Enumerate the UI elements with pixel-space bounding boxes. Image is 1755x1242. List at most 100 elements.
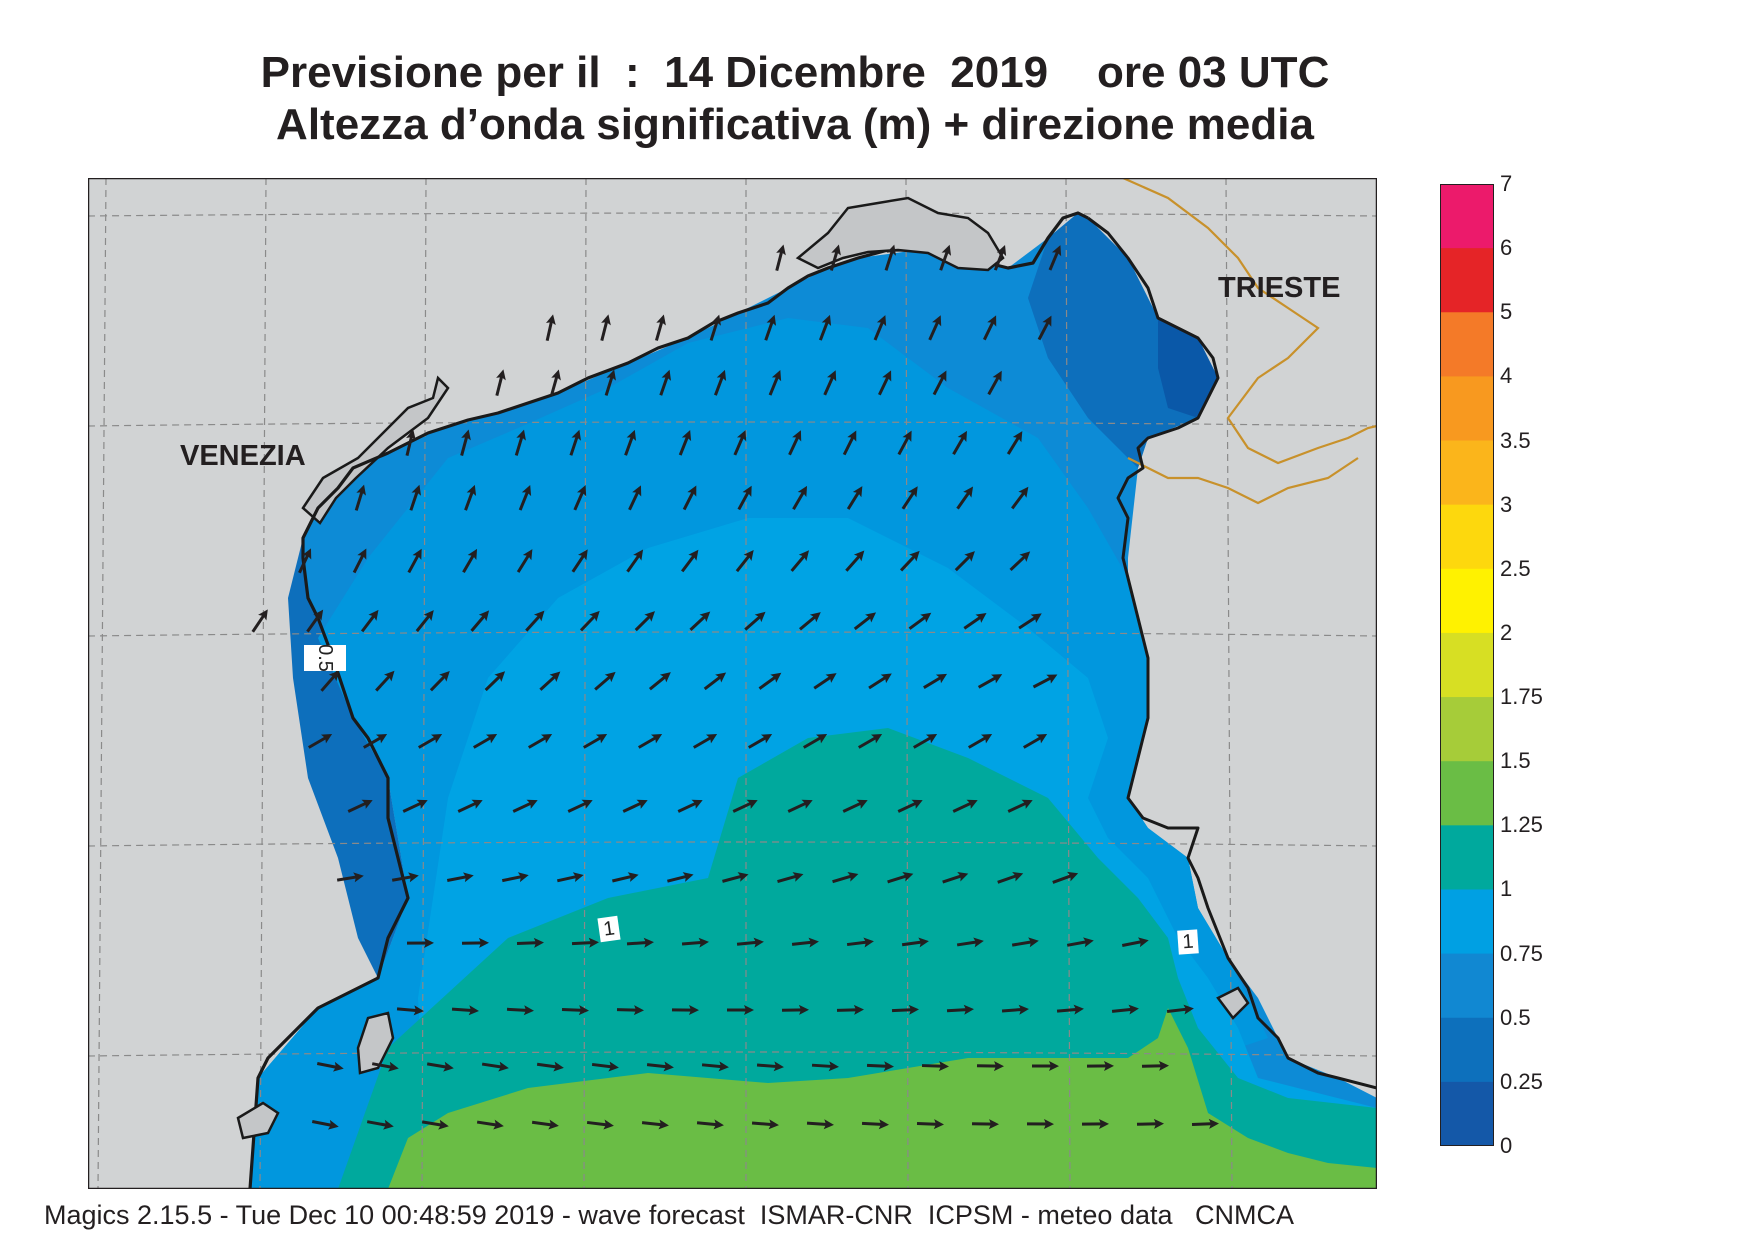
wave-arrow: [311, 1119, 339, 1130]
wave-arrow: [391, 872, 419, 883]
wave-arrow: [1037, 315, 1052, 341]
wave-arrow: [681, 937, 709, 948]
legend-swatch: [1440, 440, 1494, 506]
wave-arrow: [1056, 1004, 1084, 1015]
wave-arrow: [525, 610, 545, 632]
wave-arrow: [320, 670, 340, 692]
wave-direction-arrows: [251, 244, 1219, 1130]
wave-arrow: [516, 549, 533, 573]
wave-arrow: [884, 244, 896, 271]
contour-label-05: 0.5: [304, 644, 346, 672]
wave-arrow: [514, 429, 526, 456]
legend-tick-label: 2.5: [1500, 555, 1531, 581]
wave-arrow: [571, 937, 599, 948]
legend-tick-label: 0.25: [1500, 1068, 1543, 1094]
wave-arrow: [481, 1061, 509, 1072]
wave-arrow: [516, 937, 544, 948]
wave-arrow: [352, 548, 367, 574]
wave-arrow: [1006, 431, 1023, 455]
wave-arrow: [336, 872, 364, 883]
wave-arrow: [916, 1119, 944, 1130]
wave-arrow: [545, 314, 556, 342]
wave-arrow: [1086, 1060, 1114, 1071]
legend-swatch: [1440, 248, 1494, 313]
wave-arrow: [1018, 613, 1042, 630]
wave-arrow: [952, 799, 978, 813]
wave-arrow: [579, 610, 600, 632]
lat-lon-grid: [88, 178, 1377, 1189]
wave-arrow: [426, 1061, 454, 1072]
wave-arrow: [518, 485, 532, 511]
wave-arrow: [829, 244, 841, 271]
legend-swatch: [1440, 889, 1494, 955]
legend-swatch: [1440, 504, 1494, 570]
wave-arrow: [977, 674, 1003, 689]
wave-arrow: [891, 1004, 919, 1015]
wave-arrow: [495, 369, 506, 396]
legend-tick-label: 2: [1500, 619, 1513, 645]
wave-arrow: [1166, 1004, 1194, 1015]
wave-arrow: [781, 1004, 809, 1015]
wave-arrow: [696, 1119, 724, 1130]
footer-credits: Magics 2.15.5 - Tue Dec 10 00:48:59 2019…: [44, 1200, 1295, 1230]
title-variable: Altezza d’onda significativa (m) + direz…: [276, 100, 1314, 149]
wave-arrow: [1081, 1118, 1109, 1129]
wave-arrow: [417, 734, 443, 749]
wave-arrow: [737, 485, 752, 511]
wave-arrow: [832, 872, 859, 884]
wave-arrow: [956, 486, 974, 510]
wave-arrow: [682, 485, 697, 511]
wave-arrow: [928, 315, 942, 341]
wave-arrow: [396, 1005, 424, 1016]
wave-arrow: [573, 485, 587, 511]
legend-tick-label: 5: [1500, 299, 1513, 325]
wave-arrow: [362, 734, 388, 749]
wave-arrow: [758, 672, 782, 690]
wave-arrow: [451, 1005, 479, 1016]
wave-arrow: [868, 673, 892, 690]
wave-arrow: [946, 1004, 974, 1015]
legend-swatch: [1440, 568, 1494, 634]
wave-arrow: [604, 369, 616, 396]
wave-arrow: [1111, 1004, 1139, 1015]
wave-arrow: [1121, 937, 1149, 948]
wave-arrow: [1007, 799, 1033, 813]
legend-swatch: [1440, 376, 1494, 442]
wave-arrow: [736, 937, 764, 948]
wave-arrow: [550, 369, 561, 396]
wave-arrow: [722, 872, 749, 883]
wave-arrow: [407, 548, 422, 574]
wave-arrow: [775, 244, 786, 271]
wave-arrow: [347, 799, 373, 813]
wave-arrow: [681, 549, 699, 573]
wave-arrow: [626, 937, 654, 948]
wave-arrow: [612, 872, 639, 883]
legend-swatch: [1440, 1017, 1494, 1083]
legend-tick-label: 1: [1500, 876, 1513, 902]
wave-arrow: [976, 1061, 1004, 1072]
wave-arrow: [316, 1061, 344, 1072]
wave-arrow: [460, 429, 471, 456]
wave-arrow: [873, 315, 887, 341]
legend-colorbar: [1440, 184, 1494, 1146]
wave-arrow: [484, 671, 506, 692]
wave-arrow: [939, 244, 952, 271]
legend-swatch: [1440, 953, 1494, 1019]
wave-arrow: [512, 799, 538, 813]
wave-arrow: [963, 613, 987, 630]
wave-arrow: [637, 734, 663, 749]
wave-arrow: [1066, 937, 1094, 948]
contour-label-1-west: 1: [597, 915, 621, 943]
legend-swatch: [1440, 312, 1494, 377]
wave-arrow: [406, 937, 434, 948]
wave-arrow: [462, 548, 478, 573]
legend-swatch: [1440, 184, 1494, 249]
wave-arrow: [846, 937, 874, 948]
wave-arrow: [622, 799, 648, 813]
wave-arrow: [628, 485, 642, 511]
wave-arrow: [866, 1061, 894, 1072]
wave-arrow: [689, 611, 711, 631]
wave-arrow: [921, 1061, 949, 1072]
wave-arrow: [677, 799, 703, 813]
wave-arrow: [732, 799, 758, 813]
